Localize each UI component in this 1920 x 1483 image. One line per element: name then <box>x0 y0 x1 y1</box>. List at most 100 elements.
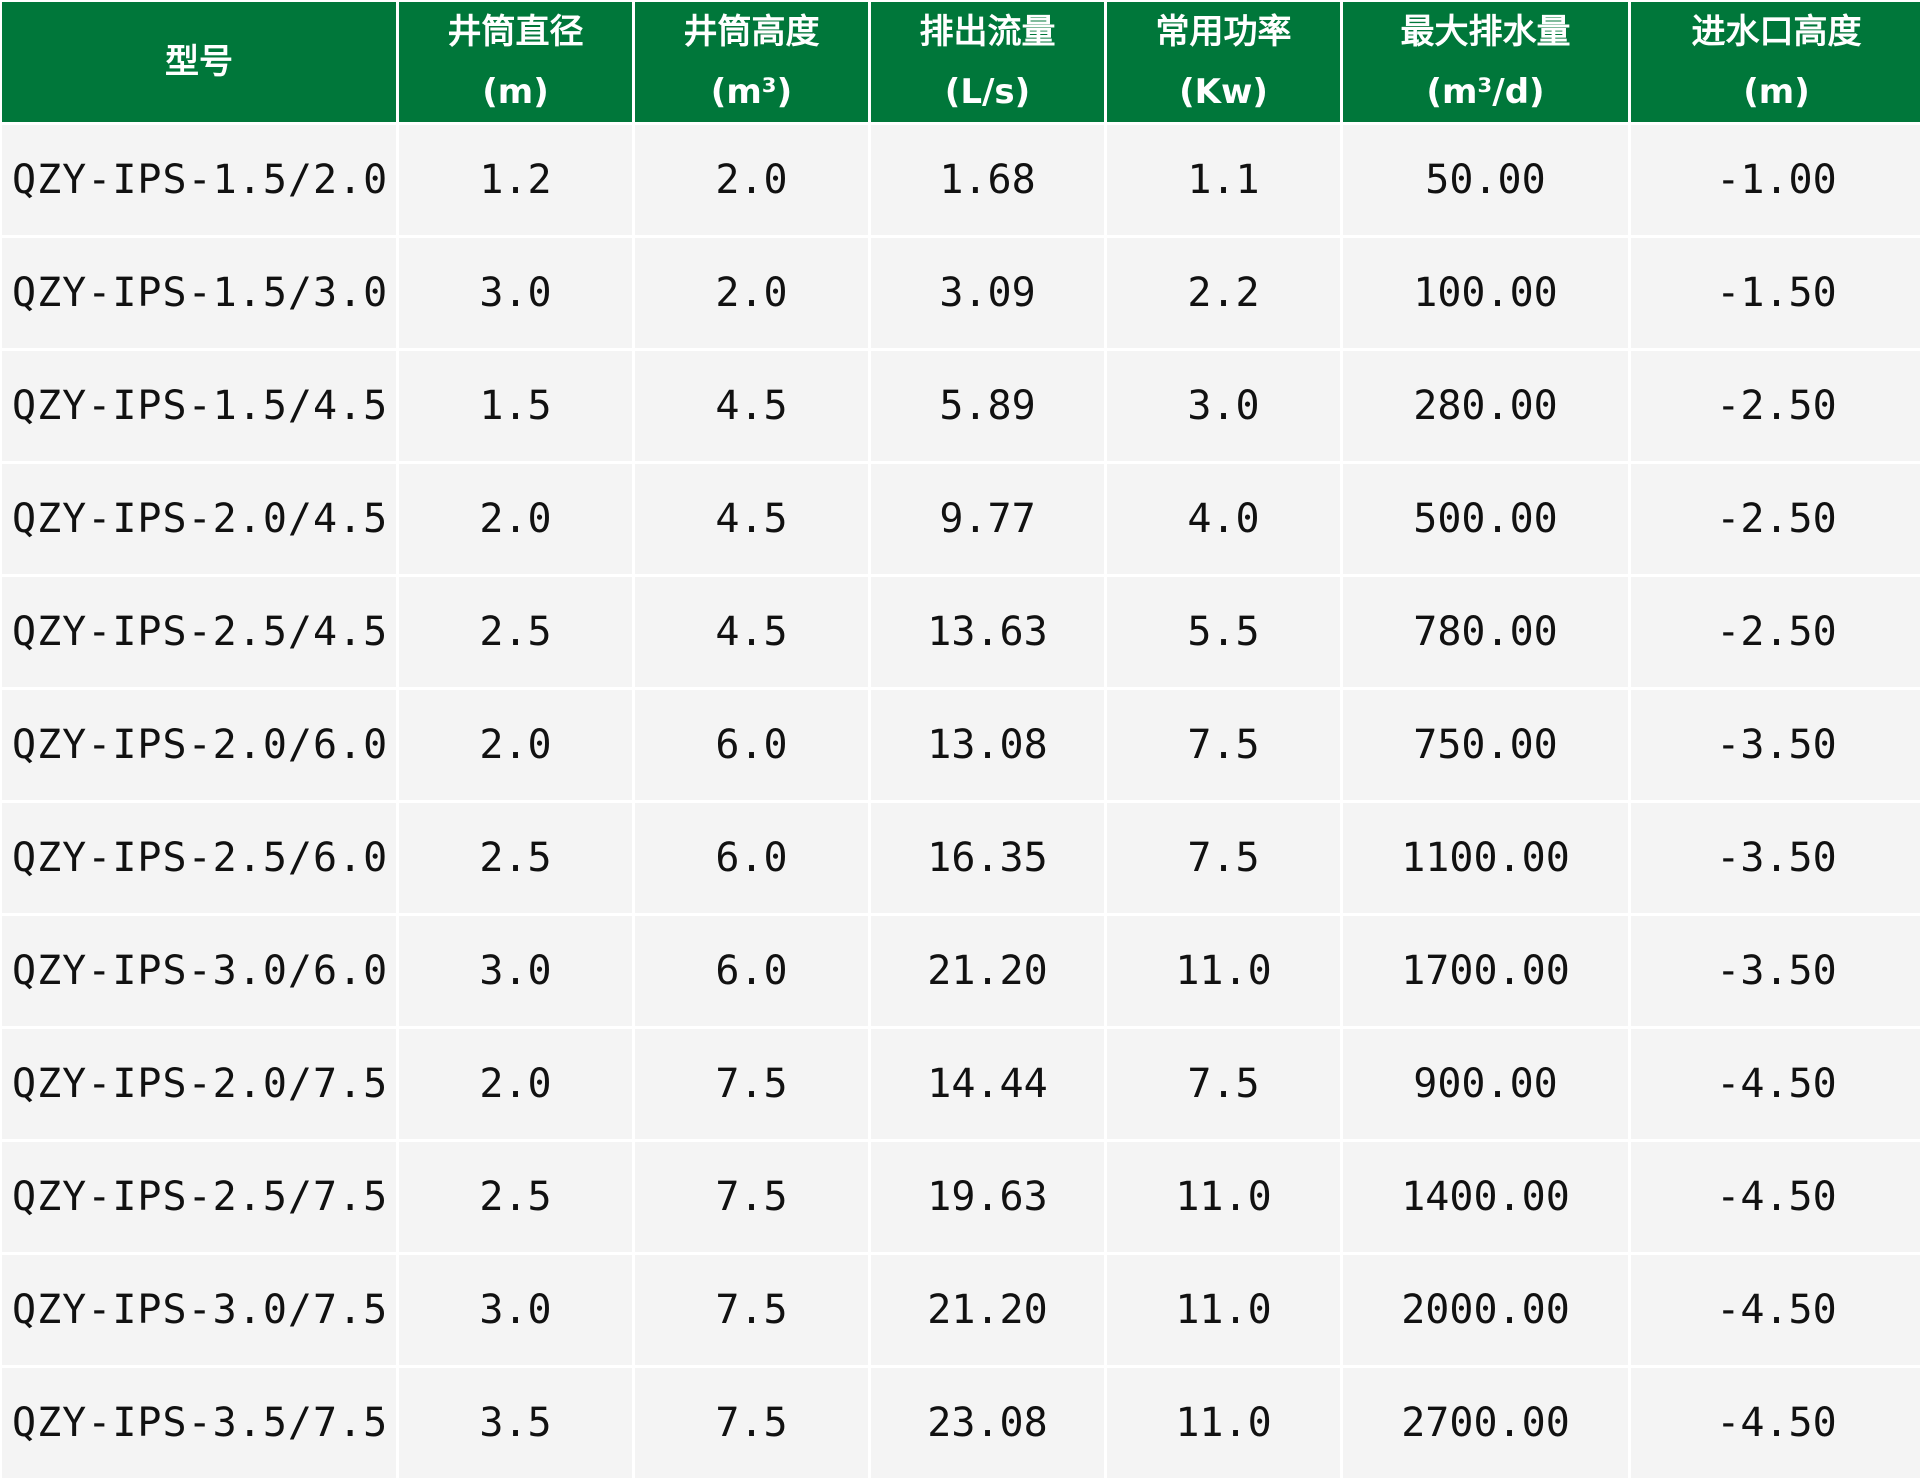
value-cell: 9.77 <box>871 464 1104 574</box>
value-cell: 11.0 <box>1107 1368 1340 1478</box>
model-cell: QZY-IPS-3.0/6.0 <box>2 916 396 1026</box>
value-cell: 1.2 <box>399 125 632 235</box>
column-header-unit: (m) <box>482 72 549 112</box>
value-cell: 2.5 <box>399 803 632 913</box>
column-header: 排出流量 (L/s) <box>871 2 1104 122</box>
model-cell: QZY-IPS-2.5/4.5 <box>2 577 396 687</box>
value-cell: 19.63 <box>871 1142 1104 1252</box>
model-cell: QZY-IPS-2.5/6.0 <box>2 803 396 913</box>
model-cell: QZY-IPS-2.0/7.5 <box>2 1029 396 1139</box>
value-cell: 4.5 <box>635 351 868 461</box>
value-cell: 1.1 <box>1107 125 1340 235</box>
value-cell: 3.0 <box>399 916 632 1026</box>
value-cell: 7.5 <box>1107 690 1340 800</box>
value-cell: 1100.00 <box>1343 803 1628 913</box>
value-cell: 6.0 <box>635 690 868 800</box>
column-header: 最大排水量 (m³/d) <box>1343 2 1628 122</box>
value-cell: 6.0 <box>635 916 868 1026</box>
model-cell: QZY-IPS-3.0/7.5 <box>2 1255 396 1365</box>
value-cell: 2000.00 <box>1343 1255 1628 1365</box>
model-cell: QZY-IPS-1.5/3.0 <box>2 238 396 348</box>
model-cell: QZY-IPS-3.5/7.5 <box>2 1368 396 1478</box>
value-cell: 7.5 <box>1107 803 1340 913</box>
value-cell: -2.50 <box>1631 577 1920 687</box>
value-cell: 4.5 <box>635 577 868 687</box>
value-cell: 1.68 <box>871 125 1104 235</box>
value-cell: -4.50 <box>1631 1368 1920 1478</box>
value-cell: 2.5 <box>399 577 632 687</box>
column-header-title: 井筒高度 <box>683 12 820 52</box>
column-header-title: 排出流量 <box>919 12 1056 52</box>
value-cell: -1.50 <box>1631 238 1920 348</box>
model-cell: QZY-IPS-1.5/2.0 <box>2 125 396 235</box>
table-body: QZY-IPS-1.5/2.0 1.2 2.0 1.68 1.1 50.00 -1.00 QZ… <box>2 125 1920 1478</box>
value-cell: 1400.00 <box>1343 1142 1628 1252</box>
value-cell: 100.00 <box>1343 238 1628 348</box>
value-cell: 21.20 <box>871 916 1104 1026</box>
column-header-title: 常用功率 <box>1155 12 1292 52</box>
value-cell: 11.0 <box>1107 1142 1340 1252</box>
table-row: QZY-IPS-1.5/4.5 1.5 4.5 5.89 3.0 280.00 -2.50 <box>2 351 1920 461</box>
value-cell: 2.0 <box>399 1029 632 1139</box>
value-cell: 4.0 <box>1107 464 1340 574</box>
value-cell: 500.00 <box>1343 464 1628 574</box>
value-cell: -3.50 <box>1631 690 1920 800</box>
value-cell: 2.0 <box>399 690 632 800</box>
value-cell: 7.5 <box>635 1142 868 1252</box>
column-header: 型号 <box>2 2 396 122</box>
value-cell: 6.0 <box>635 803 868 913</box>
column-header: 井筒高度 (m³) <box>635 2 868 122</box>
value-cell: 7.5 <box>635 1029 868 1139</box>
value-cell: 1700.00 <box>1343 916 1628 1026</box>
value-cell: 1.5 <box>399 351 632 461</box>
value-cell: 3.0 <box>399 238 632 348</box>
table-row: QZY-IPS-2.0/7.5 2.0 7.5 14.44 7.5 900.00 -4.50 <box>2 1029 1920 1139</box>
column-header-title: 最大排水量 <box>1400 12 1571 52</box>
column-header-title: 进水口高度 <box>1691 12 1862 52</box>
column-header-unit: (Kw) <box>1179 72 1268 112</box>
value-cell: 900.00 <box>1343 1029 1628 1139</box>
value-cell: -2.50 <box>1631 464 1920 574</box>
column-header-unit: (L/s) <box>944 72 1031 112</box>
column-header-unit: (m) <box>1743 72 1810 112</box>
column-header-unit: (m³/d) <box>1426 72 1545 112</box>
table-row: QZY-IPS-3.0/7.5 3.0 7.5 21.20 11.0 2000.00 -4.… <box>2 1255 1920 1365</box>
value-cell: 13.08 <box>871 690 1104 800</box>
table-row: QZY-IPS-2.0/4.5 2.0 4.5 9.77 4.0 500.00 -2.50 <box>2 464 1920 574</box>
value-cell: -4.50 <box>1631 1255 1920 1365</box>
table-row: QZY-IPS-2.0/6.0 2.0 6.0 13.08 7.5 750.00 -3.50 <box>2 690 1920 800</box>
value-cell: 2.2 <box>1107 238 1340 348</box>
table-row: QZY-IPS-3.5/7.5 3.5 7.5 23.08 11.0 2700.00 -4.… <box>2 1368 1920 1478</box>
value-cell: 50.00 <box>1343 125 1628 235</box>
column-header: 进水口高度 (m) <box>1631 2 1920 122</box>
model-cell: QZY-IPS-2.0/4.5 <box>2 464 396 574</box>
column-header: 常用功率 (Kw) <box>1107 2 1340 122</box>
table-row: QZY-IPS-2.5/6.0 2.5 6.0 16.35 7.5 1100.00 -3.5… <box>2 803 1920 913</box>
header-row: 型号 井筒直径 (m) 井筒高度 (m³) 排出流量 (L/s) 常用功率 (Kw) 最大排水量 (… <box>2 2 1920 122</box>
value-cell: 16.35 <box>871 803 1104 913</box>
value-cell: 3.0 <box>1107 351 1340 461</box>
value-cell: 2.5 <box>399 1142 632 1252</box>
value-cell: 3.5 <box>399 1368 632 1478</box>
value-cell: 750.00 <box>1343 690 1628 800</box>
value-cell: -3.50 <box>1631 803 1920 913</box>
value-cell: 2.0 <box>635 125 868 235</box>
table-row: QZY-IPS-3.0/6.0 3.0 6.0 21.20 11.0 1700.00 -3.… <box>2 916 1920 1026</box>
value-cell: 11.0 <box>1107 916 1340 1026</box>
value-cell: 5.5 <box>1107 577 1340 687</box>
value-cell: -4.50 <box>1631 1029 1920 1139</box>
value-cell: 2700.00 <box>1343 1368 1628 1478</box>
value-cell: 7.5 <box>1107 1029 1340 1139</box>
table-row: QZY-IPS-2.5/4.5 2.5 4.5 13.63 5.5 780.00 -2.50 <box>2 577 1920 687</box>
column-header-unit: (m³) <box>710 72 793 112</box>
column-header: 井筒直径 (m) <box>399 2 632 122</box>
value-cell: 14.44 <box>871 1029 1104 1139</box>
model-cell: QZY-IPS-2.0/6.0 <box>2 690 396 800</box>
value-cell: 11.0 <box>1107 1255 1340 1365</box>
value-cell: 780.00 <box>1343 577 1628 687</box>
value-cell: -1.00 <box>1631 125 1920 235</box>
value-cell: 3.0 <box>399 1255 632 1365</box>
value-cell: -2.50 <box>1631 351 1920 461</box>
value-cell: 2.0 <box>635 238 868 348</box>
